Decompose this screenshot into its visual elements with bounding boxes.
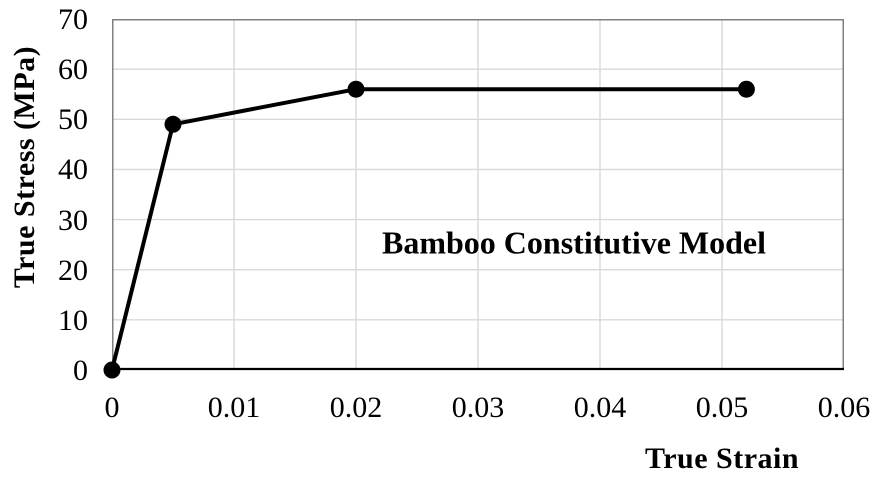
y-tick-label: 0 — [73, 354, 88, 387]
x-tick-label: 0.05 — [695, 391, 749, 424]
x-tick-label: 0.03 — [451, 391, 505, 424]
y-tick-label: 50 — [58, 103, 88, 137]
plot-area: Bamboo Constitutive Model — [103, 19, 844, 379]
data-point-marker — [164, 115, 182, 133]
y-tick-label: 30 — [58, 203, 88, 237]
x-tick-label: 0 — [104, 391, 120, 424]
y-tick-label: 20 — [58, 253, 88, 287]
data-point-marker — [103, 361, 121, 379]
data-point-marker — [737, 80, 755, 98]
data-point-marker — [347, 80, 365, 98]
plot-border — [112, 19, 844, 370]
x-tick-label: 0.02 — [329, 391, 383, 424]
y-tick-label: 10 — [58, 303, 88, 337]
x-axis-title: True Strain — [644, 442, 800, 475]
stress-strain-line-plot — [103, 19, 844, 379]
series-line — [110, 87, 749, 372]
y-tick-label: 60 — [58, 53, 88, 87]
chart-title-annotation: Bamboo Constitutive Model — [382, 224, 766, 261]
x-tick-label: 0.04 — [573, 391, 627, 424]
x-tick-label: 0.01 — [207, 391, 261, 424]
x-tick-label: 0.06 — [817, 391, 871, 424]
y-tick-label: 70 — [58, 3, 88, 36]
y-tick-label: 40 — [58, 153, 88, 187]
